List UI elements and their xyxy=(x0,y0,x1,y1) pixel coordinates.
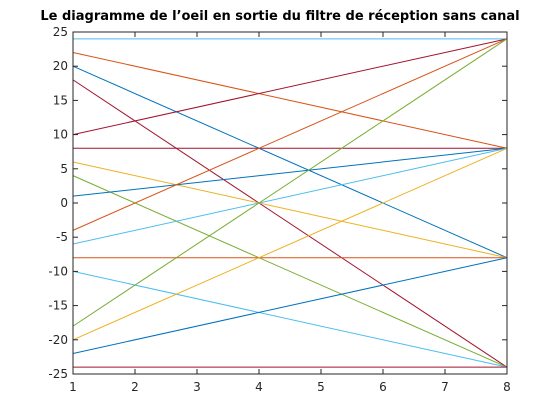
x-tick-label: 4 xyxy=(255,380,263,394)
y-tick-label: 0 xyxy=(60,196,68,210)
series-line-15 xyxy=(72,147,508,341)
y-tick-label: -20 xyxy=(48,333,68,347)
y-tick-label: -15 xyxy=(48,299,68,313)
axes-box xyxy=(72,31,508,375)
y-tick-label: 20 xyxy=(53,59,68,73)
y-tick-label: -10 xyxy=(48,264,68,278)
series-line-9 xyxy=(72,147,508,197)
x-tick-label: 5 xyxy=(317,380,325,394)
series-line-4 xyxy=(72,79,508,368)
y-tick-label: 15 xyxy=(53,93,68,107)
series-line-10 xyxy=(72,38,508,231)
x-tick-label: 8 xyxy=(503,380,511,394)
x-tick-label: 2 xyxy=(131,380,139,394)
series-line-16 xyxy=(72,257,508,354)
y-tick-label: 10 xyxy=(53,128,68,142)
y-tick-label: -25 xyxy=(48,367,68,381)
chart-title: Le diagramme de l’oeil en sortie du filt… xyxy=(40,9,520,24)
y-tick-label: -5 xyxy=(56,230,68,244)
series-line-13 xyxy=(72,270,508,368)
y-tick-label: 5 xyxy=(60,162,68,176)
series-line-14 xyxy=(72,38,508,327)
series-line-8 xyxy=(72,175,508,368)
x-tick-label: 6 xyxy=(379,380,387,394)
series-layer xyxy=(72,38,508,368)
x-tick-label: 7 xyxy=(441,380,449,394)
tick-layer: 1 2 3 4 5 6 7 8 -25 -20 -15 -10 -5 0 5 10 15 20 25 xyxy=(48,25,510,394)
x-tick-label: 3 xyxy=(193,380,201,394)
series-line-2 xyxy=(72,52,508,149)
series-line-5 xyxy=(72,38,508,136)
x-tick-label: 1 xyxy=(69,380,77,394)
series-line-7 xyxy=(72,161,508,259)
series-line-11 xyxy=(72,147,508,245)
series-line-3 xyxy=(72,65,508,259)
y-tick-label: 25 xyxy=(53,25,68,39)
